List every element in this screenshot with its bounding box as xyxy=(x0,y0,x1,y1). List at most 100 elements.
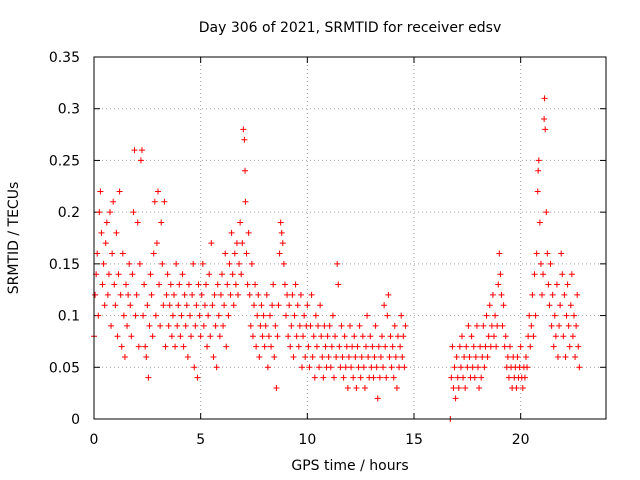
data-point xyxy=(452,395,459,402)
data-point xyxy=(339,353,346,360)
data-point xyxy=(184,353,191,360)
data-point xyxy=(532,312,539,319)
data-point xyxy=(305,343,312,350)
data-point xyxy=(555,353,561,360)
data-point xyxy=(179,271,186,278)
data-point xyxy=(392,353,399,360)
data-point xyxy=(143,353,150,360)
data-point xyxy=(495,281,502,288)
data-point xyxy=(349,343,356,350)
data-point xyxy=(241,136,248,143)
data-point xyxy=(374,395,381,402)
data-point xyxy=(153,240,160,247)
data-point xyxy=(320,374,327,381)
data-point xyxy=(542,126,549,133)
data-point xyxy=(267,312,273,319)
data-point xyxy=(117,291,124,298)
data-point xyxy=(345,353,352,360)
data-point xyxy=(104,291,111,298)
data-point xyxy=(270,281,277,288)
data-point xyxy=(501,343,508,350)
data-point xyxy=(351,333,358,340)
data-point xyxy=(157,322,164,329)
data-point xyxy=(343,343,350,350)
data-point xyxy=(487,343,494,350)
data-point xyxy=(178,312,185,319)
data-point xyxy=(158,219,165,226)
data-point xyxy=(504,353,511,360)
data-point xyxy=(245,229,252,236)
data-point xyxy=(571,312,577,319)
data-point xyxy=(258,302,265,309)
data-point xyxy=(306,364,313,371)
data-point xyxy=(115,271,122,278)
data-point xyxy=(463,343,470,350)
data-point xyxy=(227,291,234,298)
data-point xyxy=(196,312,203,319)
data-point xyxy=(219,271,225,278)
data-point xyxy=(94,250,101,257)
data-point xyxy=(103,219,110,226)
data-point xyxy=(448,374,455,381)
data-point xyxy=(290,353,297,360)
y-tick-label: 0.3 xyxy=(58,102,80,118)
data-point xyxy=(134,219,141,226)
data-point xyxy=(165,322,172,329)
data-point xyxy=(145,374,152,381)
data-point xyxy=(561,291,568,298)
data-point xyxy=(529,291,536,298)
data-point xyxy=(321,322,328,329)
data-point xyxy=(187,312,193,319)
data-point xyxy=(486,302,493,309)
data-point xyxy=(372,322,379,329)
data-point xyxy=(126,260,133,267)
data-point xyxy=(384,312,391,319)
data-point xyxy=(489,291,496,298)
data-point xyxy=(100,260,107,267)
data-point xyxy=(212,322,219,329)
data-point xyxy=(260,312,267,319)
data-point xyxy=(459,333,465,340)
data-point xyxy=(193,302,200,309)
data-point xyxy=(326,322,333,329)
data-point xyxy=(148,291,155,298)
data-point xyxy=(399,353,406,360)
data-point xyxy=(547,260,554,267)
data-point xyxy=(556,322,563,329)
data-point xyxy=(175,302,182,309)
data-point xyxy=(562,353,569,360)
data-point xyxy=(285,333,292,340)
data-point xyxy=(242,167,249,174)
data-point xyxy=(456,343,463,350)
data-point xyxy=(129,271,136,278)
data-point xyxy=(210,353,217,360)
data-point xyxy=(329,312,336,319)
data-point xyxy=(360,364,367,371)
data-point xyxy=(354,343,361,350)
data-point xyxy=(519,384,526,391)
data-point xyxy=(254,312,261,319)
data-point xyxy=(160,302,167,309)
data-point xyxy=(287,343,294,350)
data-point xyxy=(530,333,537,340)
data-point xyxy=(536,219,543,226)
data-point xyxy=(461,353,468,360)
data-point xyxy=(337,364,344,371)
data-point xyxy=(507,343,513,350)
x-axis-label: GPS time / hours xyxy=(291,458,408,474)
data-point xyxy=(249,333,256,340)
data-point xyxy=(400,333,407,340)
data-point xyxy=(526,312,533,319)
data-point xyxy=(496,250,503,257)
data-point xyxy=(315,322,321,329)
data-point xyxy=(344,384,351,391)
data-point xyxy=(331,374,337,381)
data-point xyxy=(208,240,215,247)
data-point xyxy=(347,322,353,329)
data-point xyxy=(213,364,220,371)
data-point xyxy=(110,198,117,205)
data-point xyxy=(539,291,545,298)
data-point xyxy=(332,333,339,340)
data-point xyxy=(388,364,395,371)
data-point xyxy=(297,291,304,298)
